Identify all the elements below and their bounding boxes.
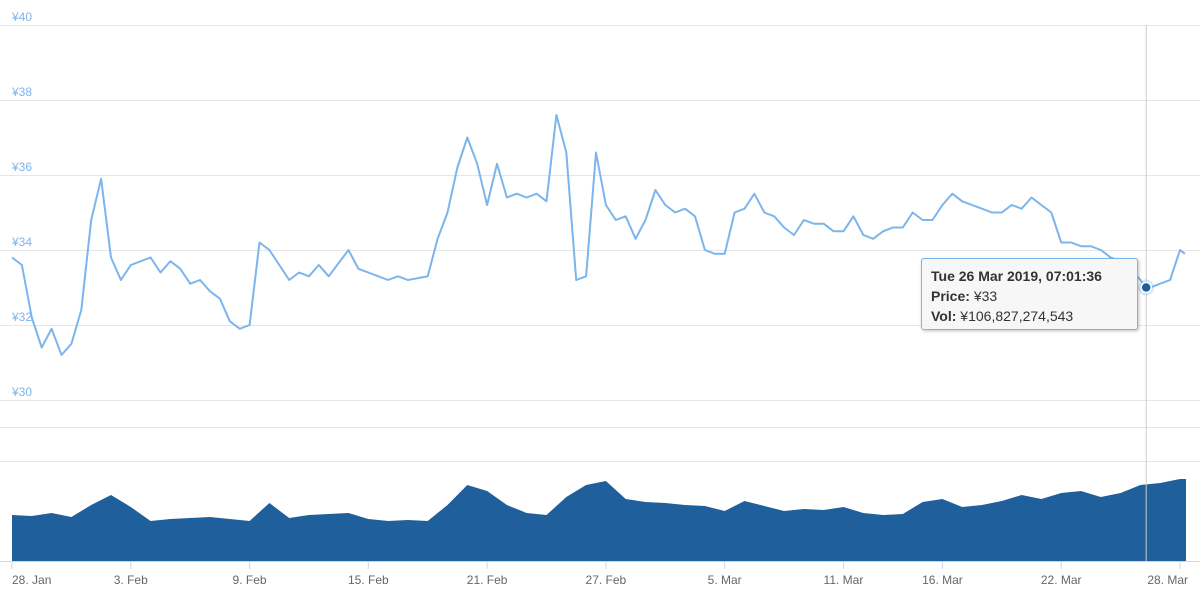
tooltip-vol-value: ¥106,827,274,543: [960, 308, 1074, 324]
tooltip-price-label: Price:: [931, 288, 970, 304]
y-axis-ticks: ¥30 ¥32 ¥34 ¥36 ¥38 ¥40 10: [11, 10, 1184, 462]
volume-tick-label: 10: [1170, 448, 1184, 462]
chart-tooltip: Tue 26 Mar 2019, 07:01:36 Price: ¥33 Vol…: [921, 258, 1138, 330]
x-tick-label: 28. Jan: [12, 573, 51, 587]
y-tick-label: ¥36: [11, 160, 32, 174]
volume-area: [12, 479, 1186, 561]
x-tick-label: 3. Feb: [114, 573, 148, 587]
y-tick-label: ¥32: [11, 310, 32, 324]
tooltip-price-value: ¥33: [973, 288, 998, 304]
crosshair: [1138, 25, 1155, 561]
y-tick-label: ¥34: [11, 235, 32, 249]
tooltip-date: Tue 26 Mar 2019, 07:01:36: [931, 268, 1102, 284]
x-tick-label: 22. Mar: [1041, 573, 1082, 587]
grid-lines: [0, 25, 1200, 562]
tooltip-vol-label: Vol:: [931, 308, 957, 324]
volume-area-path: [12, 479, 1186, 561]
x-axis-ticks: 28. Jan 3. Feb 9. Feb 15. Feb 21. Feb 27. Feb…: [11, 561, 1188, 587]
y-tick-label: ¥40: [11, 10, 32, 24]
x-tick-label: 11. Mar: [824, 573, 864, 587]
x-tick-label: 15. Feb: [348, 573, 389, 587]
x-tick-label: 28. Mar: [1147, 573, 1188, 587]
hover-point-marker: [1140, 281, 1152, 294]
x-tick-label: 16. Mar: [922, 573, 963, 587]
price-line: [11, 114, 1186, 356]
tooltip-vol-row: Vol: ¥106,827,274,543: [931, 306, 1128, 326]
price-line-series: [11, 114, 1186, 356]
x-tick-label: 27. Feb: [586, 573, 627, 587]
y-tick-label: ¥30: [11, 385, 32, 399]
x-tick-label: 9. Feb: [233, 573, 267, 587]
x-tick-label: 21. Feb: [467, 573, 508, 587]
y-tick-label: ¥38: [11, 85, 32, 99]
tooltip-price-row: Price: ¥33: [931, 286, 1128, 306]
x-tick-label: 5. Mar: [708, 573, 742, 587]
